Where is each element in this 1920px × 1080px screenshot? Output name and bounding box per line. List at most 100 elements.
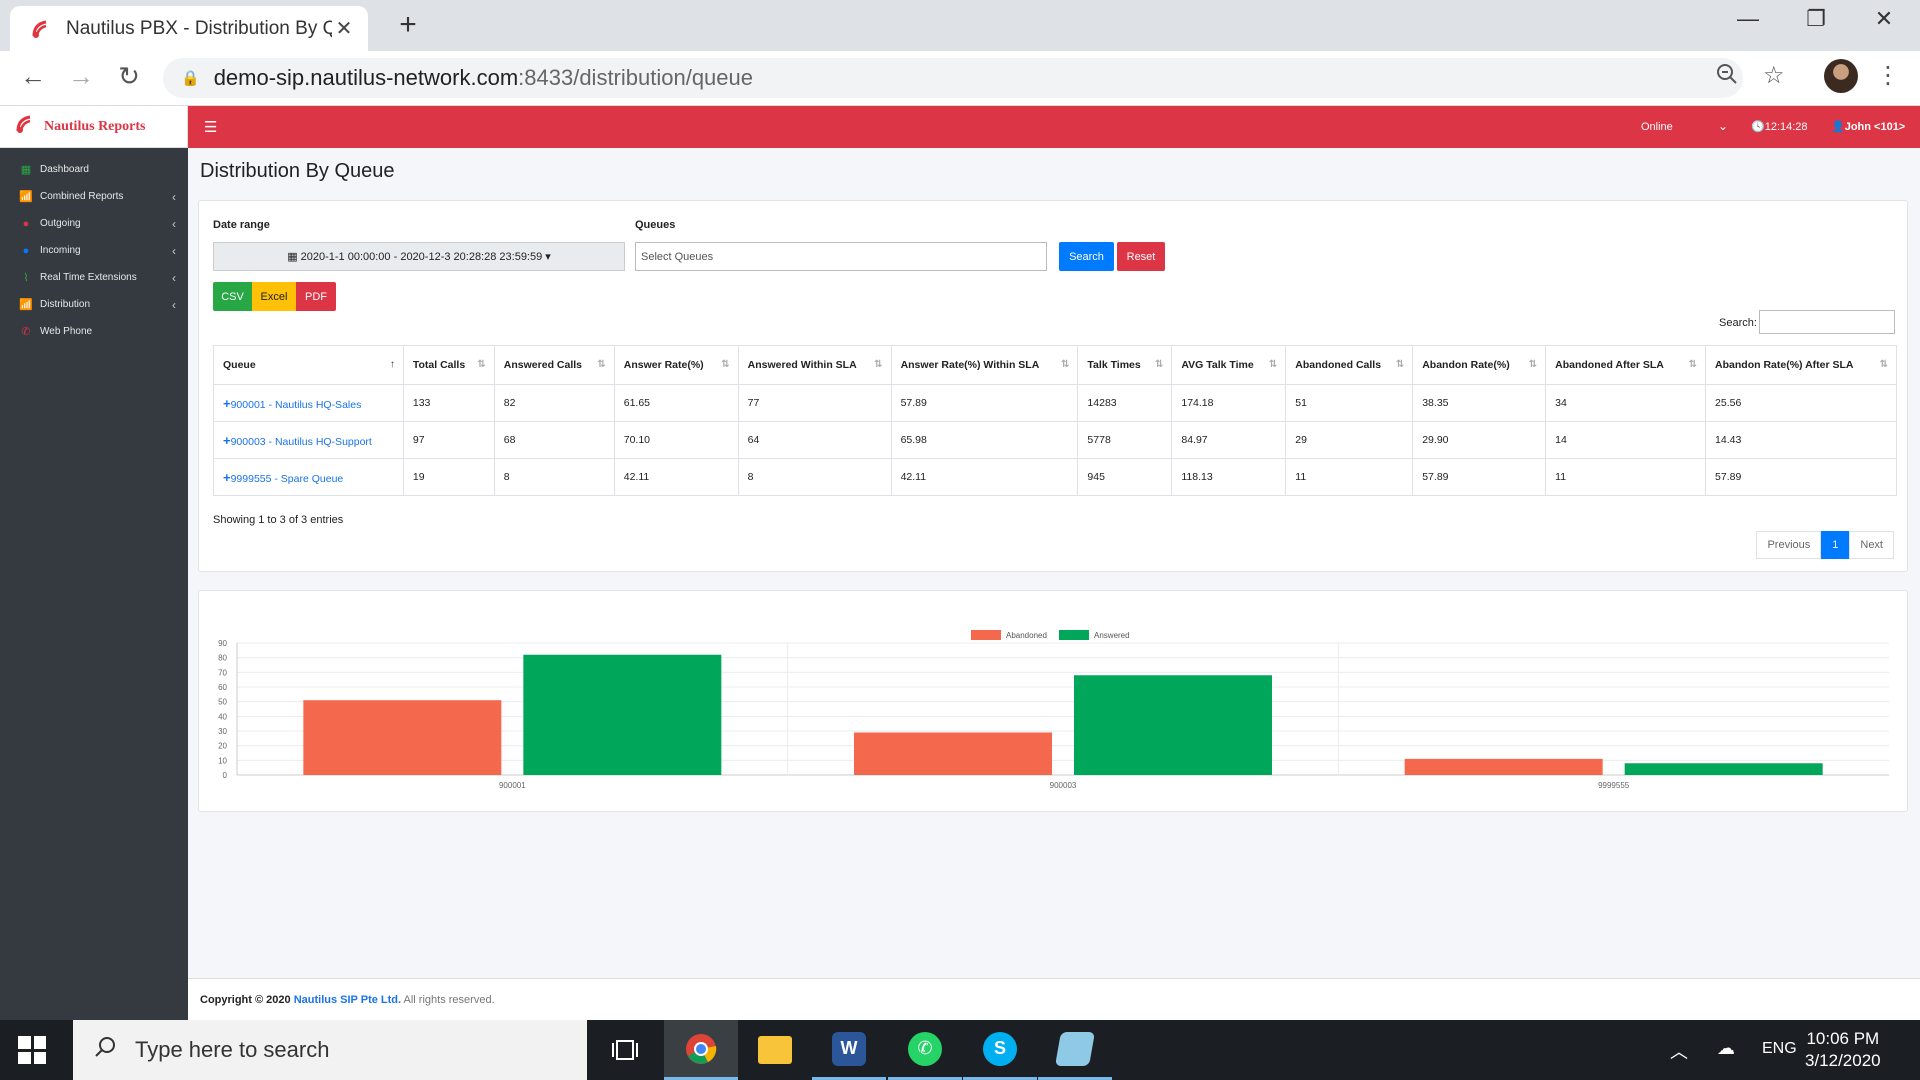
expand-plus-icon[interactable]: + [223,469,231,485]
next-page-button[interactable]: Next [1849,531,1894,559]
status-dropdown[interactable]: Online [1641,121,1673,133]
csv-button[interactable]: CSV [213,282,252,311]
tab-title: Nautilus PBX - Distribution By Qu [66,17,332,39]
sidebar-item-web-phone[interactable]: ✆ Web Phone [0,318,188,345]
chrome-taskbar-icon[interactable] [664,1020,738,1080]
taskbar-date: 3/12/2020 [1805,1051,1881,1070]
skype-icon[interactable]: S [963,1020,1037,1080]
queue-link[interactable]: 900001 - Nautilus HQ-Sales [230,398,362,411]
address-bar[interactable]: 🔒 demo-sip.nautilus-network.com:8433/dis… [163,58,1785,98]
excel-button[interactable]: Excel [252,282,296,311]
taskbar-search[interactable]: Type here to search [73,1020,587,1080]
notepad-icon[interactable] [1038,1020,1112,1080]
y-tick-label: 10 [218,756,227,765]
nautilus-favicon-icon [30,18,52,40]
table-cell: 14 [1545,421,1707,459]
y-tick-label: 50 [218,698,227,707]
table-cell: 19 [402,458,495,496]
back-icon[interactable]: ← [20,61,46,91]
column-header[interactable]: Total Calls ⇅ [402,345,495,385]
sidebar-item-distribution[interactable]: 📶 Distribution ‹ [0,291,188,318]
grid-icon: ▦ [20,164,32,176]
restore-icon[interactable]: ❐ [1806,6,1826,31]
table-cell: 14283 [1077,384,1173,422]
clock-icon: 🕓 [1751,121,1765,133]
sidebar-item-combined-reports[interactable]: 📶 Combined Reports ‹ [0,183,188,210]
table-cell: 57.89 [1412,458,1547,496]
copyright-text: Copyright © 2020 [200,994,291,1006]
table-cell: 70.10 [613,421,739,459]
lock-icon: 🔒 [181,70,200,87]
company-link[interactable]: Nautilus SIP Pte Ltd. [293,994,402,1006]
y-tick-label: 20 [218,742,227,751]
tray-chevron-up-icon[interactable]: ︿ [1670,1042,1688,1062]
language-indicator[interactable]: ENG [1762,1040,1797,1057]
cell-value: 51 [1295,397,1307,409]
column-header[interactable]: Abandon Rate(%) ⇅ [1412,345,1547,385]
column-header[interactable]: Queue ↑ [213,345,404,385]
onedrive-cloud-icon[interactable]: ☁ [1717,1038,1735,1058]
sidebar-item-dashboard[interactable]: ▦ Dashboard [0,156,188,183]
hamburger-menu-icon[interactable]: ☰ [204,119,218,136]
sidebar-item-outgoing[interactable]: ● Outgoing ‹ [0,210,188,237]
taskbar-clock[interactable]: 10:06 PM 3/12/2020 [1805,1028,1881,1072]
sidebar-item-real-time-extensions[interactable]: ⌇ Real Time Extensions ‹ [0,264,188,291]
expand-plus-icon[interactable]: + [223,432,231,448]
table-cell: 11 [1285,458,1414,496]
column-header[interactable]: Answer Rate(%) Within SLA ⇅ [890,345,1079,385]
whatsapp-icon[interactable]: ✆ [888,1020,962,1080]
table-search-input[interactable] [1759,310,1895,334]
table-cell: 133 [402,384,495,422]
page-1-button[interactable]: 1 [1821,531,1850,559]
y-tick-label: 60 [218,683,227,692]
column-header[interactable]: Answered Calls ⇅ [493,345,615,385]
table-row: +900003 - Nautilus HQ-Support 97 68 70.10 64… [213,421,1897,459]
zoom-icon[interactable] [1715,62,1739,93]
new-tab-icon[interactable]: + [399,8,417,41]
reset-button[interactable]: Reset [1117,242,1165,271]
column-header[interactable]: Answered Within SLA ⇅ [737,345,892,385]
queue-cell[interactable]: +900003 - Nautilus HQ-Support [213,421,404,459]
pdf-button[interactable]: PDF [296,282,336,311]
search-button[interactable]: Search [1059,242,1114,271]
expand-plus-icon[interactable]: + [223,395,231,411]
cell-value: 14.43 [1715,434,1742,446]
bookmark-star-icon[interactable]: ☆ [1763,62,1785,89]
previous-page-button[interactable]: Previous [1756,531,1822,559]
profile-avatar[interactable] [1824,59,1858,93]
file-explorer-icon[interactable] [738,1020,812,1080]
queue-cell[interactable]: +9999555 - Spare Queue [213,458,404,496]
cell-value: 38.35 [1422,397,1449,409]
date-range-picker[interactable]: ▦ 2020-1-1 00:00:00 - 2020-12-3 20:28:28… [213,242,625,271]
task-view-icon[interactable] [588,1020,662,1080]
forward-icon[interactable]: → [68,61,94,91]
column-header[interactable]: AVG Talk Time ⇅ [1171,345,1287,385]
user-menu[interactable]: 👤John <101> [1831,120,1905,133]
word-icon[interactable]: W [812,1020,886,1080]
queues-select[interactable]: Select Queues [635,242,1047,271]
queue-link[interactable]: 9999555 - Spare Queue [230,472,344,485]
column-header[interactable]: Abandoned Calls ⇅ [1285,345,1414,385]
windows-start-icon[interactable] [18,1036,46,1064]
column-header[interactable]: Abandon Rate(%) After SLA ⇅ [1705,345,1897,385]
queue-cell[interactable]: +900001 - Nautilus HQ-Sales [213,384,404,422]
table-cell: 42.11 [890,458,1079,496]
browser-tab[interactable]: Nautilus PBX - Distribution By Qu ✕ [10,6,368,51]
queue-link[interactable]: 900003 - Nautilus HQ-Support [230,435,372,448]
sidebar: Nautilus Reports ▦ Dashboard 📶 Combined Rep… [0,106,188,1020]
browser-menu-icon[interactable]: ⋮ [1876,62,1900,89]
column-header[interactable]: Abandoned After SLA ⇅ [1545,345,1707,385]
minimize-icon[interactable]: — [1737,6,1759,31]
close-window-icon[interactable]: ✕ [1874,6,1894,31]
sidebar-item-label: Incoming [40,245,81,256]
arrow-circle-icon: ● [22,244,30,257]
tab-close-icon[interactable]: ✕ [335,18,353,40]
sidebar-item-incoming[interactable]: ● Incoming ‹ [0,237,188,264]
brand[interactable]: Nautilus Reports [0,106,188,148]
table-cell: 51 [1285,384,1414,422]
column-header[interactable]: Talk Times ⇅ [1077,345,1173,385]
column-header[interactable]: Answer Rate(%) ⇅ [613,345,739,385]
chevron-down-icon[interactable]: ⌄ [1718,119,1729,133]
reload-icon[interactable]: ↻ [118,61,140,91]
column-header-label: Answer Rate(%) [623,359,704,371]
